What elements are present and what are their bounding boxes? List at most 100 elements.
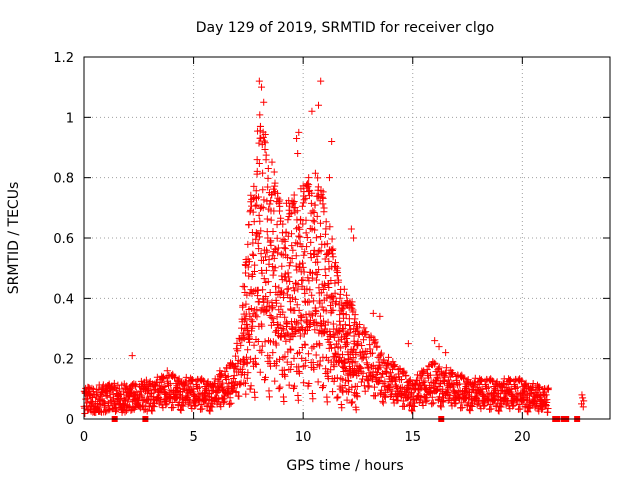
data-point [154,394,162,402]
data-point [408,407,416,415]
data-point [506,376,514,384]
data-point [274,244,282,252]
data-point [389,358,397,366]
data-point [130,381,138,389]
data-point [244,346,252,354]
data-point [280,398,288,406]
data-point [242,353,250,361]
data-point [350,234,358,242]
data-point [219,379,227,387]
data-point [363,376,371,384]
data-point [319,286,327,294]
data-point [236,381,244,389]
data-point [253,201,261,209]
data-point [322,225,330,233]
data-point [319,382,327,390]
data-point [336,311,344,319]
data-point [279,220,287,228]
data-point [334,393,342,401]
data-point [578,391,586,399]
data-point [347,225,355,233]
data-point [238,324,246,332]
data-point [287,365,295,373]
data-point [115,385,123,393]
data-point [232,352,240,360]
data-point [313,321,321,329]
data-point [216,367,224,375]
data-point [328,235,336,243]
data-point [435,363,443,371]
data-point [241,315,249,323]
data-point [545,384,553,392]
data-point [250,182,258,190]
data-point [251,202,259,210]
data-point [284,331,292,339]
data-point [291,295,299,303]
data-point [293,318,301,326]
data-point [308,291,316,299]
data-point [256,217,264,225]
data-point [288,255,296,263]
data-point [292,252,300,260]
data-point [132,388,140,396]
data-point [299,259,307,267]
data-point [278,262,286,270]
data-point [121,396,129,404]
data-point [400,402,408,410]
data-point [172,394,180,402]
data-point [255,139,263,147]
data-point [320,317,328,325]
data-point [290,287,298,295]
data-point [258,342,266,350]
data-point [394,396,402,404]
data-point [294,281,302,289]
data-point [310,209,318,217]
data-point [379,397,387,405]
data-point [264,183,272,191]
data-point [259,169,267,177]
data-point [311,201,319,209]
data-point [258,322,266,330]
data-point [252,187,260,195]
data-point [262,266,270,274]
data-point [258,348,266,356]
data-point [340,285,348,293]
data-point [290,197,298,205]
data-point [428,400,436,408]
data-point [276,383,284,391]
data-point [269,315,277,323]
data-point [322,218,330,226]
data-point [327,341,335,349]
data-point [580,397,588,405]
data-point [349,306,357,314]
data-point [195,383,203,391]
data-point [323,240,331,248]
data-point [298,277,306,285]
data-point [251,194,259,202]
data-point [329,245,337,253]
data-point [254,286,262,294]
data-point [344,339,352,347]
data-point [249,251,257,259]
data-point [147,406,155,414]
data-point [330,294,338,302]
data-point [536,384,544,392]
data-point [272,362,280,370]
data-point [256,346,264,354]
data-point [470,382,478,390]
data-point [331,289,339,297]
data-point [256,368,264,376]
data-point [309,207,317,215]
data-point [309,395,317,403]
data-point [477,376,485,384]
data-point [316,299,324,307]
y-tick-label: 1.2 [53,51,74,66]
data-point [239,301,247,309]
x-tick-label: 0 [80,430,88,445]
data-point [295,232,303,240]
data-point [324,318,332,326]
data-point [301,248,309,256]
data-point [288,324,296,332]
data-point [357,378,365,386]
